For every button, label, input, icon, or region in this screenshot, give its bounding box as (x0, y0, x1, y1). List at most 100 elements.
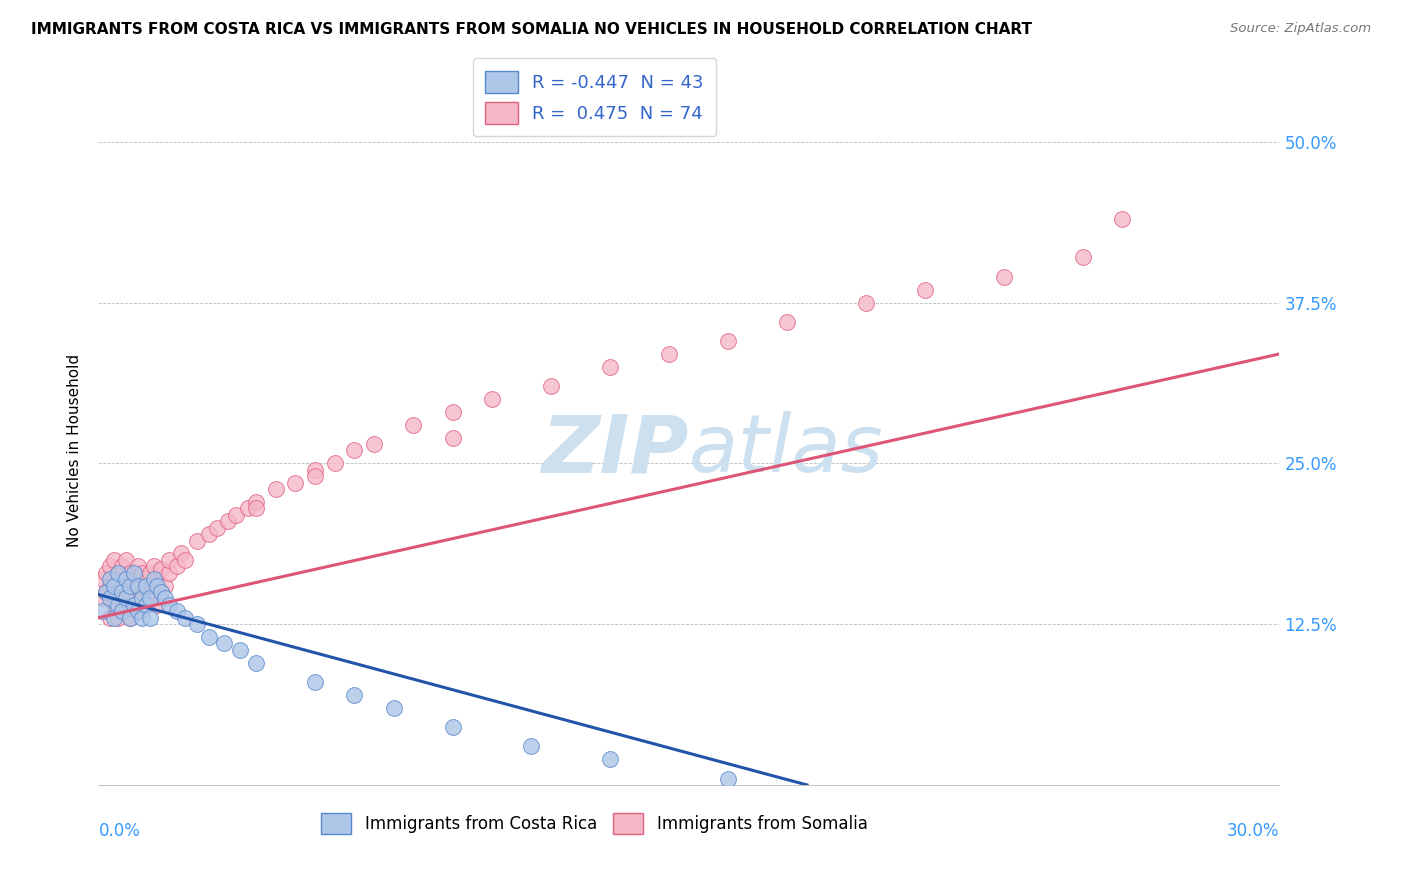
Point (118, 578, 141, 592)
Point (138, 611, 160, 625)
Point (142, 572, 165, 586)
Point (118, 566, 141, 580)
Point (96, 566, 118, 580)
Point (717, 772, 740, 786)
Point (245, 656, 267, 670)
Point (127, 578, 149, 592)
Point (103, 598, 125, 612)
Text: 30.0%: 30.0% (1227, 822, 1279, 839)
Point (343, 688, 366, 702)
Point (186, 533, 208, 548)
Point (107, 566, 129, 580)
Point (103, 578, 125, 592)
Point (103, 611, 125, 625)
Point (264, 482, 287, 496)
Point (118, 611, 141, 625)
Point (146, 572, 169, 586)
Point (127, 559, 149, 574)
Point (103, 578, 125, 592)
Point (245, 495, 267, 509)
Text: atlas: atlas (689, 411, 884, 490)
Point (127, 604, 149, 618)
Point (382, 700, 405, 714)
Text: 0.0%: 0.0% (98, 822, 141, 839)
Point (122, 598, 145, 612)
Point (135, 572, 157, 586)
Point (155, 591, 177, 606)
Point (245, 501, 267, 516)
Text: Source: ZipAtlas.com: Source: ZipAtlas.com (1230, 22, 1371, 36)
Point (122, 598, 145, 612)
Point (138, 566, 160, 580)
Point (197, 527, 219, 541)
Point (217, 514, 239, 528)
Point (115, 598, 138, 612)
Point (107, 566, 129, 580)
Point (115, 572, 138, 586)
Point (150, 585, 173, 599)
Point (166, 559, 188, 574)
Point (441, 720, 464, 734)
Point (284, 475, 307, 490)
Point (107, 611, 129, 625)
Point (146, 598, 169, 612)
Point (142, 585, 165, 599)
Point (142, 559, 165, 574)
Point (205, 521, 228, 535)
Point (304, 463, 326, 477)
Point (170, 546, 193, 560)
Point (98, 591, 121, 606)
Point (993, 269, 1015, 284)
Text: ZIP: ZIP (541, 411, 689, 490)
Point (91, 572, 114, 586)
Point (481, 392, 503, 406)
Point (157, 566, 180, 580)
Text: IMMIGRANTS FROM COSTA RICA VS IMMIGRANTS FROM SOMALIA NO VEHICLES IN HOUSEHOLD C: IMMIGRANTS FROM COSTA RICA VS IMMIGRANTS… (31, 22, 1032, 37)
Point (118, 611, 141, 625)
Point (323, 456, 346, 470)
Legend: Immigrants from Costa Rica, Immigrants from Somalia: Immigrants from Costa Rica, Immigrants f… (315, 806, 875, 840)
Point (363, 437, 385, 451)
Point (111, 604, 134, 618)
Point (135, 598, 157, 612)
Point (118, 585, 141, 599)
Point (599, 752, 621, 766)
Point (91, 591, 114, 606)
Point (107, 598, 129, 612)
Point (441, 405, 464, 419)
Point (122, 566, 145, 580)
Point (174, 553, 197, 567)
Point (343, 443, 366, 458)
Point (236, 501, 259, 516)
Point (131, 591, 153, 606)
Point (98, 559, 121, 574)
Point (98, 572, 121, 586)
Point (225, 508, 247, 522)
Point (138, 591, 160, 606)
Point (717, 334, 740, 348)
Point (1111, 211, 1133, 226)
Point (111, 559, 134, 574)
Point (96, 585, 118, 599)
Point (111, 585, 134, 599)
Point (115, 591, 138, 606)
Point (107, 585, 129, 599)
Point (157, 598, 180, 612)
Point (214, 636, 236, 650)
Point (150, 585, 173, 599)
Point (599, 359, 621, 374)
Point (111, 578, 134, 592)
Point (127, 604, 149, 618)
Point (111, 604, 134, 618)
Point (150, 562, 173, 576)
Point (658, 347, 681, 361)
Point (855, 295, 877, 310)
Point (115, 572, 138, 586)
Point (131, 591, 153, 606)
Point (776, 315, 799, 329)
Point (103, 553, 125, 567)
Point (138, 591, 160, 606)
Point (155, 578, 177, 592)
Point (131, 611, 153, 625)
Point (402, 417, 425, 432)
